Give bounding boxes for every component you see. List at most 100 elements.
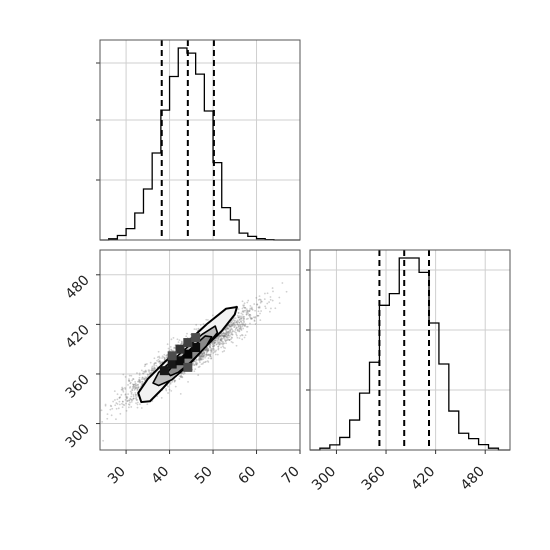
scatter-point bbox=[122, 390, 125, 393]
scatter-point bbox=[217, 336, 220, 339]
scatter-point bbox=[168, 388, 171, 391]
scatter-point bbox=[200, 357, 203, 360]
scatter-point bbox=[129, 385, 132, 388]
scatter-point bbox=[236, 323, 239, 326]
scatter-point bbox=[274, 307, 277, 310]
scatter-point bbox=[134, 395, 137, 397]
scatter-point bbox=[229, 335, 231, 337]
scatter-point bbox=[140, 407, 143, 409]
scatter-point bbox=[224, 332, 227, 335]
scatter-point bbox=[244, 325, 246, 328]
scatter-point bbox=[200, 355, 202, 358]
scatter-point bbox=[178, 375, 181, 378]
scatter-point bbox=[202, 358, 204, 360]
scatter-point bbox=[243, 321, 245, 324]
scatter-point bbox=[227, 334, 229, 337]
scatter-point bbox=[146, 403, 149, 406]
scatter-point bbox=[240, 315, 243, 318]
scatter-point bbox=[128, 404, 131, 406]
scatter-point bbox=[242, 306, 245, 308]
scatter-point bbox=[215, 349, 217, 352]
scatter-point bbox=[126, 397, 128, 400]
scatter-point bbox=[256, 303, 258, 306]
scatter-point bbox=[244, 324, 246, 326]
scatter-point bbox=[161, 355, 164, 358]
scatter-point bbox=[134, 381, 137, 383]
scatter-point bbox=[154, 362, 157, 364]
scatter-point bbox=[173, 381, 176, 383]
scatter-point bbox=[240, 317, 242, 320]
scatter-point bbox=[209, 355, 212, 358]
scatter-point bbox=[151, 365, 154, 368]
scatter-point bbox=[235, 344, 238, 347]
scatter-point bbox=[178, 378, 181, 380]
scatter-point bbox=[220, 342, 223, 345]
scatter-point bbox=[210, 357, 212, 360]
scatter-point bbox=[226, 328, 229, 331]
scatter-point bbox=[159, 361, 162, 364]
scatter-point bbox=[204, 356, 206, 359]
scatter-point bbox=[212, 345, 215, 348]
scatter-point bbox=[202, 323, 205, 325]
scatter-point bbox=[212, 352, 215, 354]
scatter-point bbox=[136, 403, 139, 406]
scatter-point bbox=[212, 347, 215, 349]
scatter-point bbox=[201, 353, 204, 356]
scatter-point bbox=[218, 341, 221, 343]
scatter-point bbox=[119, 403, 121, 406]
scatter-point bbox=[214, 341, 216, 344]
scatter-point bbox=[218, 336, 221, 339]
scatter-point bbox=[205, 360, 207, 363]
scatter-point bbox=[198, 358, 201, 361]
scatter-point bbox=[212, 348, 215, 350]
scatter-point bbox=[202, 353, 205, 356]
scatter-point bbox=[240, 317, 243, 320]
scatter-point bbox=[214, 339, 217, 342]
scatter-point bbox=[176, 338, 179, 341]
scatter-point bbox=[215, 337, 218, 340]
scatter-point bbox=[220, 339, 223, 342]
scatter-point bbox=[109, 408, 112, 411]
scatter-point bbox=[263, 298, 266, 301]
scatter-point bbox=[125, 402, 127, 405]
scatter-point bbox=[104, 403, 107, 406]
scatter-point bbox=[237, 323, 240, 326]
scatter-point bbox=[248, 309, 251, 311]
scatter-point bbox=[247, 309, 249, 312]
scatter-point bbox=[131, 389, 134, 392]
scatter-point bbox=[136, 406, 139, 409]
scatter-point bbox=[241, 334, 244, 337]
scatter-point bbox=[235, 321, 238, 323]
scatter-point bbox=[257, 314, 260, 317]
scatter-point bbox=[171, 349, 173, 352]
scatter-point bbox=[230, 323, 233, 326]
scatter-point bbox=[226, 339, 229, 341]
scatter-point bbox=[217, 348, 220, 351]
scatter-point bbox=[226, 326, 229, 329]
scatter-point bbox=[264, 292, 266, 295]
scatter-point bbox=[238, 321, 241, 324]
scatter-point bbox=[225, 333, 228, 336]
scatter-point bbox=[223, 335, 226, 338]
scatter-point bbox=[225, 327, 228, 329]
scatter-point bbox=[204, 361, 206, 364]
scatter-point bbox=[215, 343, 218, 346]
scatter-point bbox=[135, 399, 138, 401]
scatter-point bbox=[246, 301, 249, 304]
scatter-point bbox=[200, 363, 203, 366]
scatter-point bbox=[201, 354, 203, 357]
scatter-point bbox=[205, 318, 208, 321]
scatter-point bbox=[228, 331, 230, 334]
scatter-point bbox=[215, 339, 218, 341]
scatter-point bbox=[144, 369, 147, 372]
scatter-point bbox=[152, 367, 155, 370]
scatter-point bbox=[241, 316, 243, 319]
scatter-point bbox=[256, 303, 259, 306]
scatter-point bbox=[153, 366, 156, 369]
scatter-point bbox=[227, 330, 230, 333]
density-cell bbox=[183, 338, 193, 348]
scatter-point bbox=[206, 350, 209, 352]
scatter-point bbox=[235, 320, 238, 323]
scatter-point bbox=[239, 325, 242, 328]
scatter-point bbox=[132, 397, 135, 400]
